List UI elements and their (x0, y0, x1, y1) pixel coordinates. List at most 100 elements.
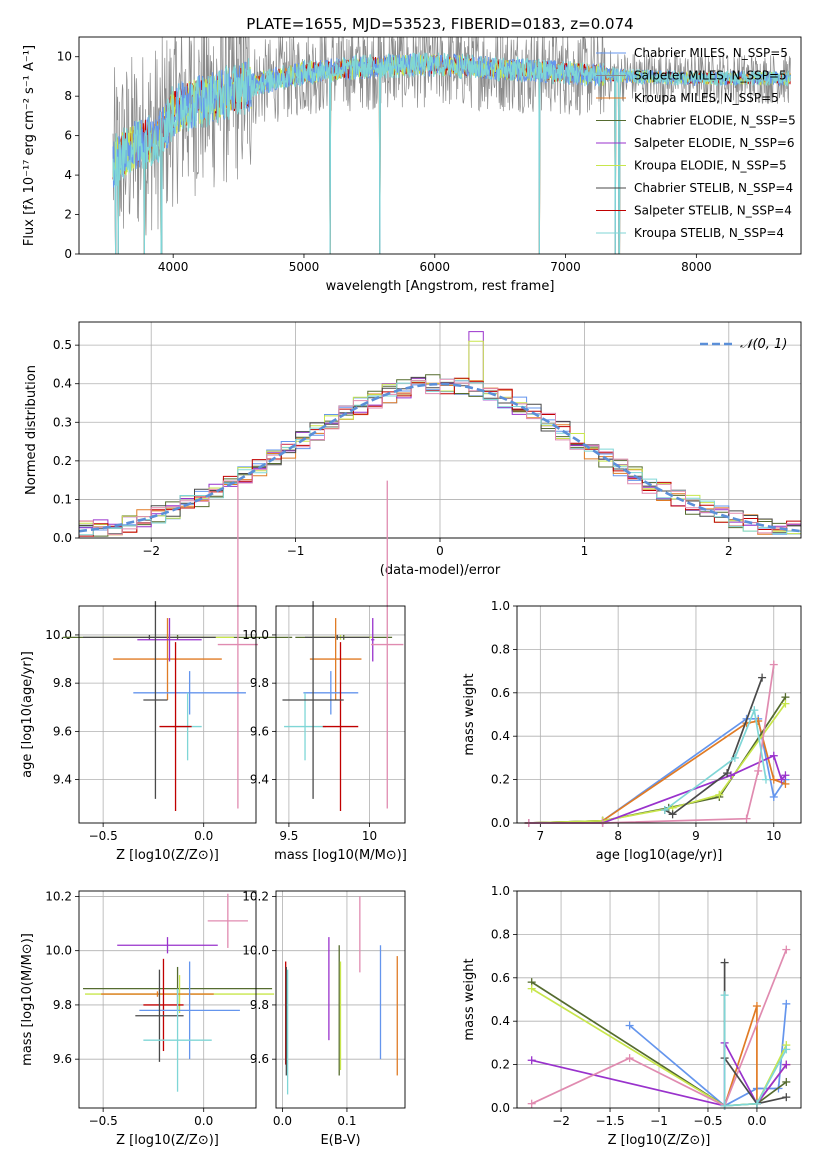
z_age-axes: −0.5 0.0 9.4 9.6 9.8 10.0 (45, 606, 256, 843)
x-tick-label: 0.0 (194, 829, 213, 843)
z_weight-marker (752, 1002, 761, 1011)
legend-entry: Kroupa ELODIE, N_SSP=5 (634, 159, 787, 173)
y-tick-label: 4 (64, 168, 72, 182)
figure-title: PLATE=1655, MJD=53523, FIBERID=0183, z=0… (246, 15, 633, 33)
y-tick-label: 0.2 (491, 773, 510, 787)
z_mass-point-4 (101, 991, 214, 997)
z_weight-marker (625, 1054, 634, 1063)
spectrum-axes: 4000 5000 6000 7000 8000 0 2 4 6 8 10 (57, 50, 712, 274)
y-tick-label: 9.8 (250, 676, 269, 690)
y-tick-label: 0.6 (491, 971, 510, 985)
z_weight-marker (782, 945, 791, 954)
y-tick-label: 0.6 (491, 686, 510, 700)
y-tick-label: 0.2 (491, 1058, 510, 1072)
age_weight-marker (761, 775, 770, 784)
y-tick-label: 0.0 (491, 816, 510, 830)
z_weight-marker (527, 1056, 536, 1065)
y-tick-label: 10.0 (45, 944, 72, 958)
y-tick-label: 8 (64, 89, 72, 103)
z_age-point-8 (159, 642, 192, 811)
z_mass-point-8 (143, 988, 212, 1092)
x-tick-label: −2 (142, 544, 160, 558)
x-tick-label: 8000 (681, 260, 712, 274)
z_mass-axes: −0.5 0.0 9.6 9.8 10.0 10.2 (45, 889, 256, 1128)
mass_age-point-9 (282, 601, 344, 799)
mass_age-point-6 (303, 671, 359, 715)
y-tick-label: 0.4 (491, 729, 510, 743)
x-tick-label: 9 (692, 829, 700, 843)
z_age-point-4 (137, 618, 202, 662)
mass_age-point-8 (322, 642, 359, 811)
spectrum-xlabel: wavelength [Angstrom, rest frame] (326, 279, 555, 294)
y-tick-label: 0.5 (53, 338, 72, 352)
y-tick-label: 0.0 (491, 1101, 510, 1115)
residuals-ylabel: Normed distribution (24, 365, 39, 495)
mass_age-point-7 (284, 692, 326, 761)
age_weight-marker (769, 660, 778, 669)
x-tick-label: −0.5 (89, 1114, 118, 1128)
x-tick-label: −0.5 (693, 1114, 722, 1128)
x-tick-label: 10 (766, 829, 781, 843)
z_age-point-6 (133, 671, 246, 715)
z_mass-xlabel: Z [log10(Z/Z⊙)] (116, 1133, 219, 1148)
z_age-ylabel: age [log10(age/yr)] (20, 651, 35, 778)
age_weight-marker (777, 775, 786, 784)
histogram-pink (79, 378, 801, 538)
mass_age-point-2 (305, 634, 370, 640)
z_weight-marker (782, 1060, 791, 1069)
y-tick-label: 0 (64, 247, 72, 261)
y-tick-label: 1.0 (491, 884, 510, 898)
y-tick-label: 2 (64, 208, 72, 222)
age_weight-marker (715, 790, 724, 799)
z_weight-marker (720, 991, 729, 1000)
age_weight-xlabel: age [log10(age/yr)] (596, 848, 723, 863)
x-tick-label: 0.0 (273, 1114, 292, 1128)
residuals-frame (78, 321, 802, 539)
z_mass-point-7 (135, 969, 184, 1062)
x-tick-label: −2 (552, 1114, 570, 1128)
mass_age-frame (275, 605, 406, 824)
y-tick-label: 9.6 (250, 1052, 269, 1066)
y-tick-label: 1.0 (491, 599, 510, 613)
y-tick-label: 9.4 (53, 773, 72, 787)
legend-entry: Chabrier STELIB, N_SSP=4 (634, 181, 793, 195)
y-tick-label: 9.6 (53, 1052, 72, 1066)
z_mass-point-1 (117, 937, 218, 954)
y-tick-label: 6 (64, 129, 72, 143)
y-tick-label: 10.0 (45, 628, 72, 642)
x-tick-label: 10 (362, 829, 377, 843)
age_weight-marker (769, 775, 778, 784)
y-tick-label: 9.8 (53, 676, 72, 690)
y-tick-label: 0.4 (53, 377, 72, 391)
x-tick-label: −1 (650, 1114, 668, 1128)
age_weight-frame (516, 605, 802, 824)
age_weight-marker (781, 771, 790, 780)
x-tick-label: 8 (614, 829, 622, 843)
legend-entry: Kroupa STELIB, N_SSP=4 (634, 226, 784, 240)
spectrum-frame (78, 36, 802, 255)
y-tick-label: 10 (57, 50, 72, 64)
age_weight-marker (750, 706, 759, 715)
z_mass-ylabel: mass [log10(M/M⊙)] (20, 933, 35, 1066)
z_weight-axes: −2 −1.5 −1 −0.5 0.0 0.0 0.2 0.4 0.6 0.8 1.0 (491, 884, 801, 1128)
age_weight-marker (754, 766, 763, 775)
z_mass-point-0 (207, 893, 248, 948)
spectrum-data-line (112, 37, 791, 254)
x-tick-label: −1.5 (595, 1114, 624, 1128)
y-tick-label: 9.8 (53, 998, 72, 1012)
age_weight-marker (781, 699, 790, 708)
z_mass-point-5 (143, 958, 184, 1052)
legend-entry: Chabrier MILES, N_SSP=5 (634, 46, 788, 60)
y-tick-label: 0.2 (53, 454, 72, 468)
residuals-xlabel: (data-model)/error (380, 563, 501, 578)
z_weight-marker (527, 984, 536, 993)
x-tick-label: 0.0 (194, 1114, 213, 1128)
y-tick-label: 10.0 (242, 628, 269, 642)
y-tick-label: 10.2 (242, 889, 269, 903)
mass_age-point-5 (371, 480, 404, 809)
legend-entry: 𝒩(0, 1) (740, 337, 787, 352)
x-tick-label: 5000 (289, 260, 320, 274)
mass_age-axes: 9.5 10 9.4 9.6 9.8 10.0 (242, 606, 405, 843)
x-tick-label: −1 (287, 544, 305, 558)
z_mass-point-6 (139, 961, 240, 1060)
